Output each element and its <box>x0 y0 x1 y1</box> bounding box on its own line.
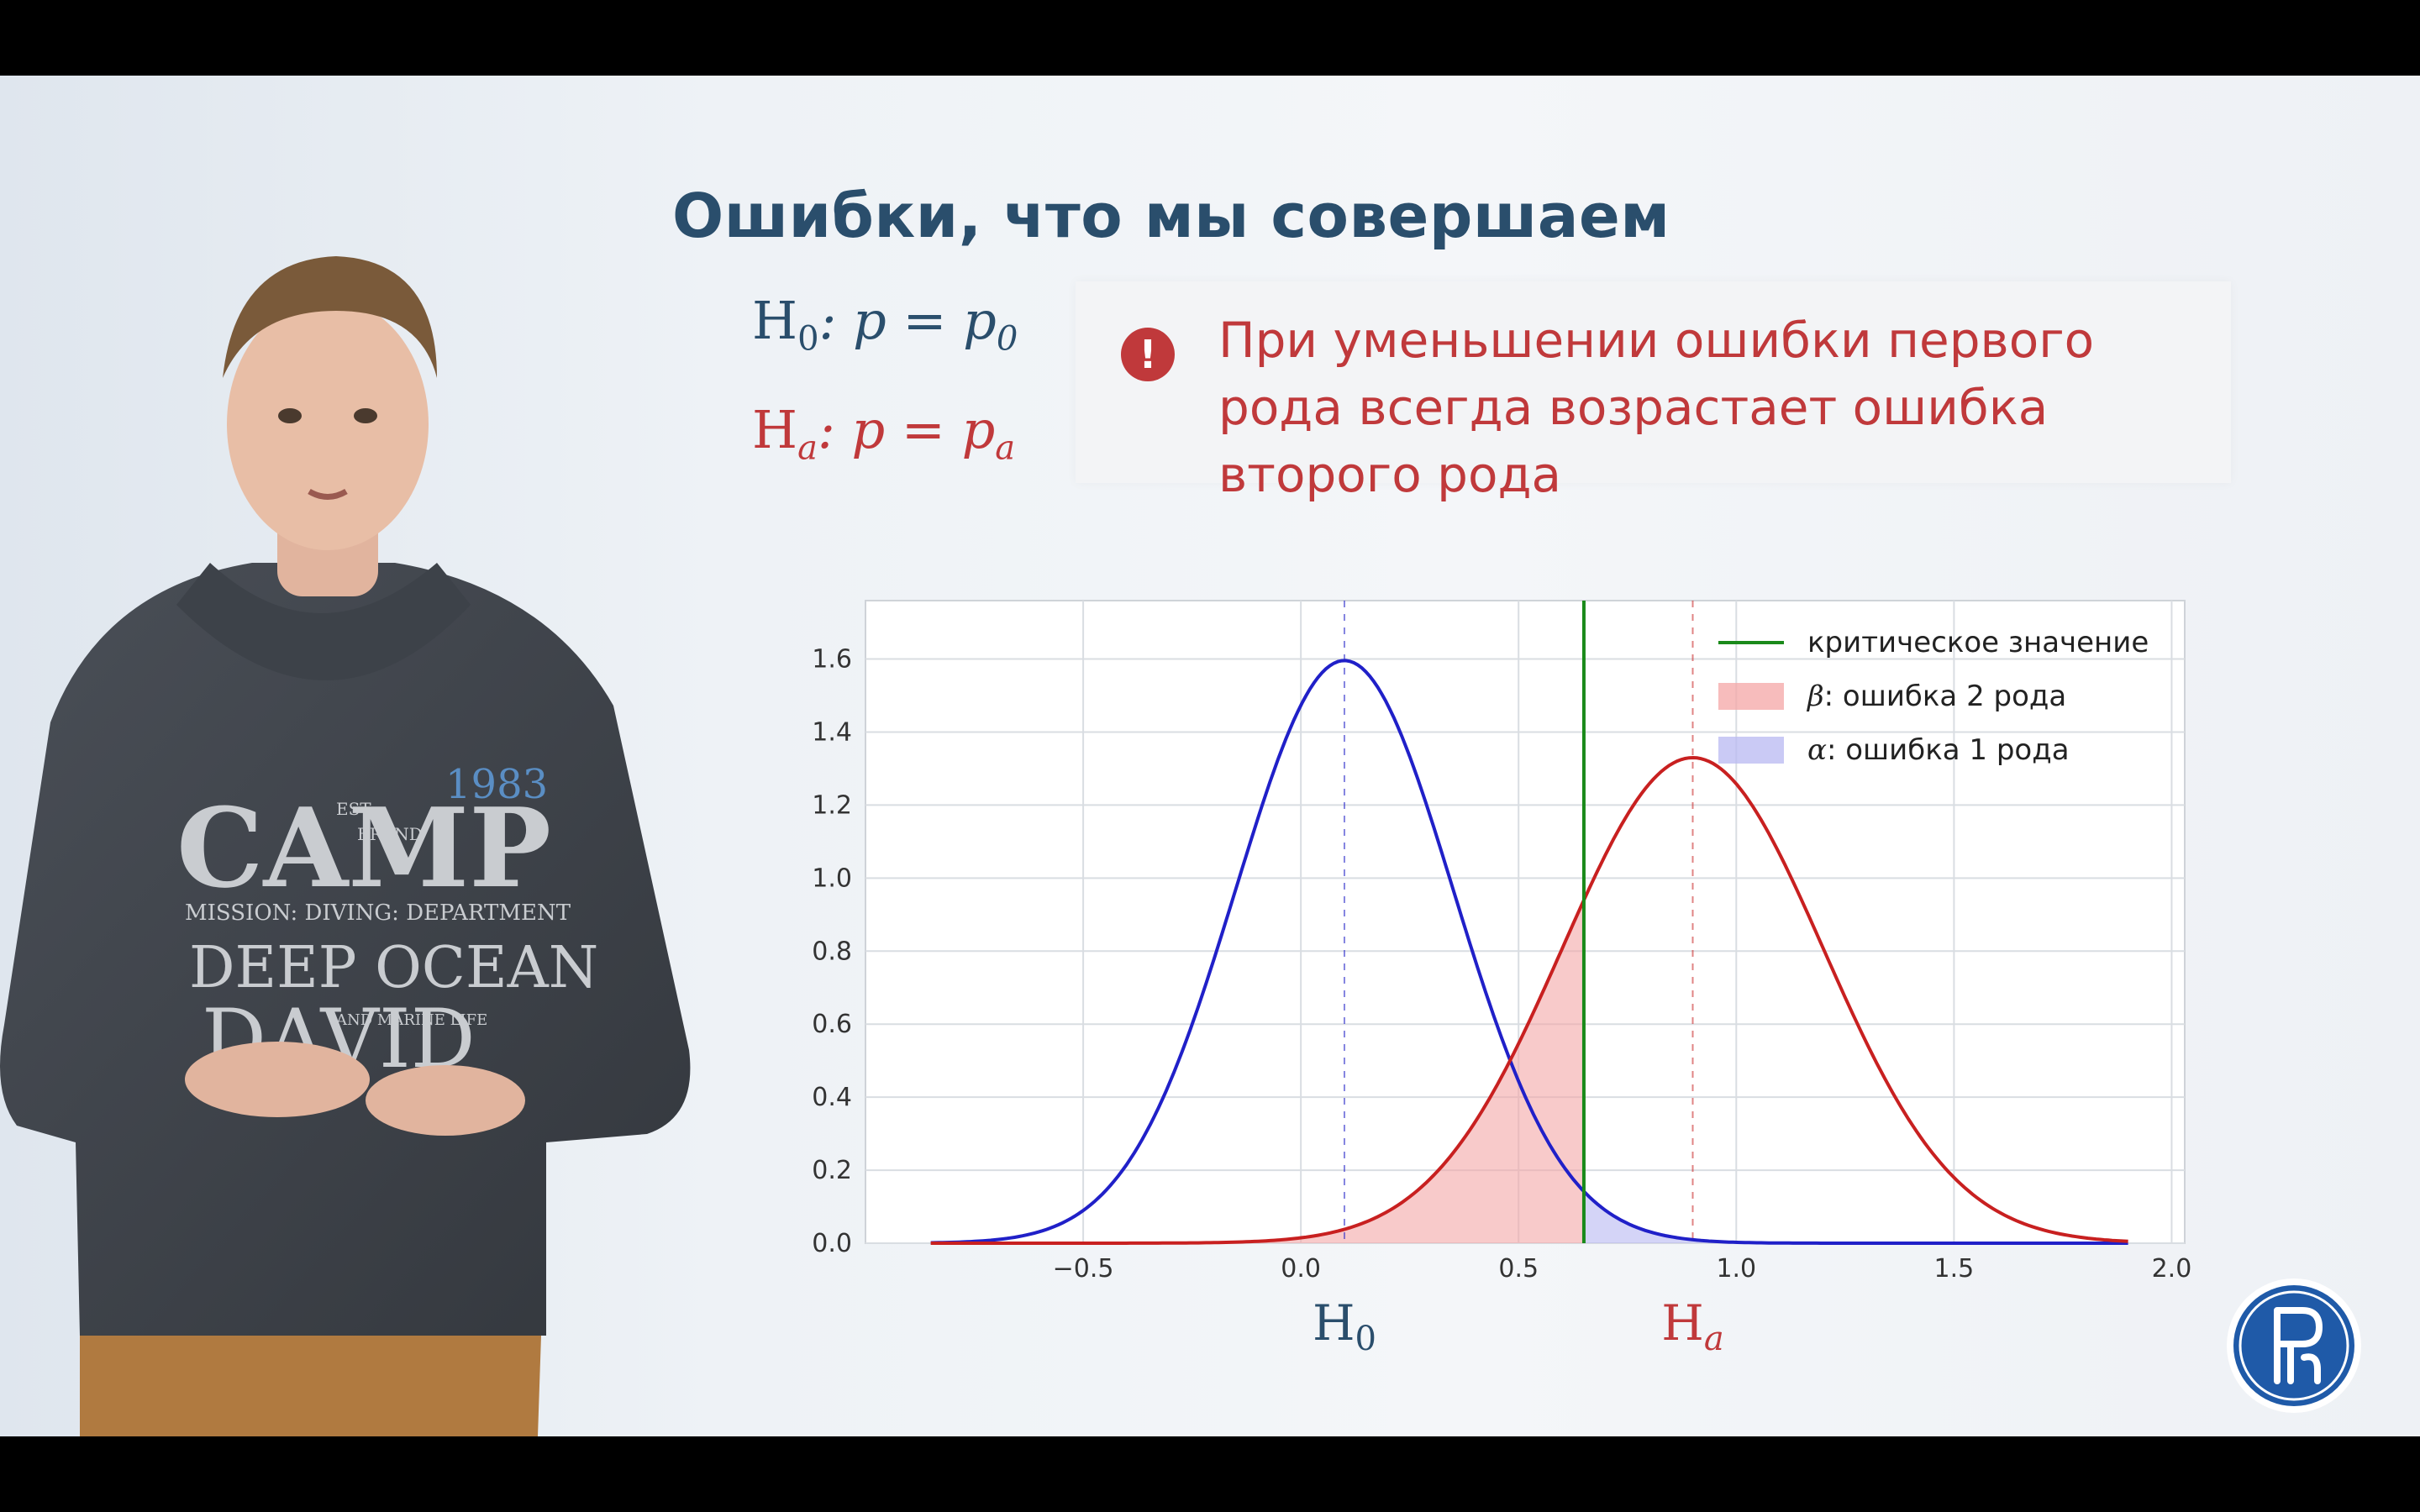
y-tick-label: 0.0 <box>812 1229 852 1258</box>
y-tick-label: 1.2 <box>812 790 852 820</box>
y-tick-label: 1.0 <box>812 864 852 893</box>
y-tick-label: 0.2 <box>812 1156 852 1185</box>
y-tick-label: 0.8 <box>812 937 852 966</box>
ha-curve <box>930 755 2128 1245</box>
presenter-figure: CAMP MISSION: DIVING: DEPARTMENT DEEP OC… <box>0 256 691 1436</box>
svg-text:EST.: EST. <box>336 799 374 819</box>
svg-text:BRAND: BRAND <box>357 824 423 844</box>
slide-title: Ошибки, что мы совершаем <box>672 181 1670 251</box>
hypothesis-h0: H0: p = p0 <box>752 290 1018 359</box>
svg-text:CAMP: CAMP <box>176 784 551 912</box>
h0-axis-label: H0 <box>1313 1294 1376 1357</box>
legend-label: α: ошибка 1 рода <box>1807 733 2070 767</box>
svg-text:MISSION: DIVING: DEPARTMENT: MISSION: DIVING: DEPARTMENT <box>185 900 571 926</box>
alpha-error-area <box>1583 1191 2128 1243</box>
x-tick-label: 2.0 <box>2152 1254 2192 1284</box>
svg-text:AND MARINE LIFE: AND MARINE LIFE <box>335 1011 487 1029</box>
h0-curve <box>930 659 2128 1245</box>
y-tick-label: 1.4 <box>812 717 852 747</box>
beta-error-area <box>930 900 1584 1243</box>
legend-label: β: ошибка 2 рода <box>1806 680 2066 713</box>
callout-box: ! При уменьшении ошибки первого рода все… <box>1076 281 2231 503</box>
x-tick-label: 1.0 <box>1716 1254 1756 1284</box>
x-tick-label: 0.0 <box>1281 1254 1321 1284</box>
callout-text: При уменьшении ошибки первого рода всегд… <box>1218 312 2095 503</box>
legend-patch-swatch <box>1718 737 1784 764</box>
x-tick-label: −0.5 <box>1053 1254 1114 1284</box>
distribution-chart: −0.5 0.0 0.5 1.0 1.5 2.0 0.0 0.2 0.4 0.6 0.8 1.0 1.2… <box>812 600 2192 1357</box>
ha-axis-label: Ha <box>1661 1294 1723 1357</box>
hypothesis-ha: Ha: p = pa <box>752 399 1016 468</box>
x-tick-label: 0.5 <box>1498 1254 1539 1284</box>
video-frame: CAMP MISSION: DIVING: DEPARTMENT DEEP OC… <box>0 76 2420 1436</box>
legend-label: критическое значение <box>1807 626 2149 659</box>
svg-text:1983: 1983 <box>445 761 548 808</box>
y-tick-label: 1.6 <box>812 645 852 675</box>
y-tick-label: 0.6 <box>812 1010 852 1039</box>
x-tick-label: 1.5 <box>1934 1254 1975 1284</box>
exclamation-icon: ! <box>1121 328 1175 381</box>
y-tick-label: 0.4 <box>812 1083 852 1112</box>
legend-patch-swatch <box>1718 683 1784 710</box>
svg-text:DEEP OCEAN: DEEP OCEAN <box>189 935 598 1001</box>
hse-logo <box>2227 1278 2361 1413</box>
